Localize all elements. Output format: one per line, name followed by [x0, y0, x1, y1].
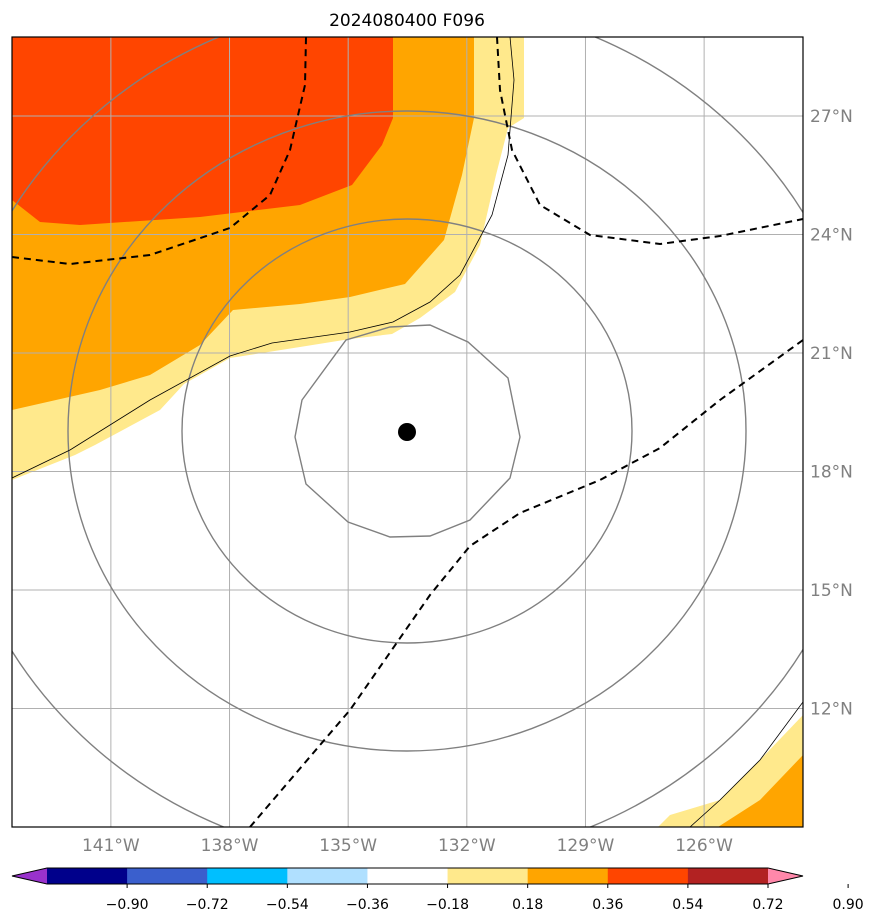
colorbar-extend-high — [768, 868, 803, 884]
colorbar-tick-label: −0.18 — [426, 897, 469, 913]
lon-tick-label: 126°W — [675, 836, 733, 856]
lat-tick-label: 15°N — [810, 581, 853, 601]
colorbar-outline — [11, 867, 804, 885]
range-ring-2 — [181, 218, 633, 644]
dashed-contour-northeast — [496, 37, 803, 246]
thin-contour-north — [12, 37, 515, 479]
lat-tick-label: 18°N — [810, 463, 853, 483]
shaded-region-se-0.36-0.54 — [718, 755, 803, 827]
colorbar-bin — [207, 868, 288, 884]
colorbar — [11, 867, 804, 885]
colorbar-tick-label: 0.90 — [833, 897, 864, 913]
lon-tick-label: 132°W — [438, 836, 496, 856]
map-frame — [11, 36, 804, 828]
colorbar-tick-labels: −0.90 −0.72 −0.54 −0.36 −0.18 0.18 0.36 0.54 0.7… — [106, 884, 864, 913]
colorbar-bin — [607, 868, 689, 884]
range-ring-1 — [294, 324, 521, 538]
lat-tick-label: 24°N — [810, 226, 853, 246]
colorbar-bin — [367, 868, 449, 884]
lat-tick-label: 12°N — [810, 700, 853, 720]
lon-tick-label: 138°W — [201, 836, 259, 856]
lon-tick-label: 141°W — [82, 836, 140, 856]
colorbar-bin — [687, 868, 769, 884]
colorbar-bin — [127, 868, 208, 884]
colorbar-bin — [527, 868, 609, 884]
colorbar-tick-label: 0.18 — [512, 897, 543, 913]
colorbar-tick-label: −0.36 — [346, 897, 389, 913]
longitude-labels: 141°W 138°W 135°W 132°W 129°W 126°W — [82, 836, 733, 856]
colorbar-bin — [47, 868, 128, 884]
lat-tick-label: 27°N — [810, 107, 853, 127]
lat-tick-label: 21°N — [810, 344, 853, 364]
thin-contours — [12, 37, 803, 827]
range-ring-3 — [67, 110, 747, 752]
colorbar-bin — [447, 868, 529, 884]
storm-center-marker — [398, 423, 416, 441]
colorbar-tick-label: 0.54 — [672, 897, 703, 913]
colorbar-tick-label: −0.54 — [266, 897, 309, 913]
shaded-region-0.54-0.72 — [12, 37, 393, 225]
colorbar-extend-low — [12, 868, 47, 884]
lon-tick-label: 135°W — [319, 836, 377, 856]
dashed-contours — [12, 37, 803, 827]
gridlines — [12, 37, 803, 827]
colorbar-tick-label: 0.36 — [592, 897, 623, 913]
colorbar-tick-label: −0.72 — [186, 897, 229, 913]
colorbar-tick-label: −0.90 — [106, 897, 149, 913]
map-area — [12, 37, 803, 827]
lon-tick-label: 129°W — [557, 836, 615, 856]
range-rings — [12, 37, 803, 827]
chart-title: 2024080400 F096 — [329, 11, 485, 31]
thin-contour-southeast — [689, 701, 803, 827]
latitude-labels: 12°N 15°N 18°N 21°N 24°N 27°N — [810, 107, 853, 720]
colorbar-bin — [287, 868, 368, 884]
colorbar-tick-label: 0.72 — [752, 897, 783, 913]
